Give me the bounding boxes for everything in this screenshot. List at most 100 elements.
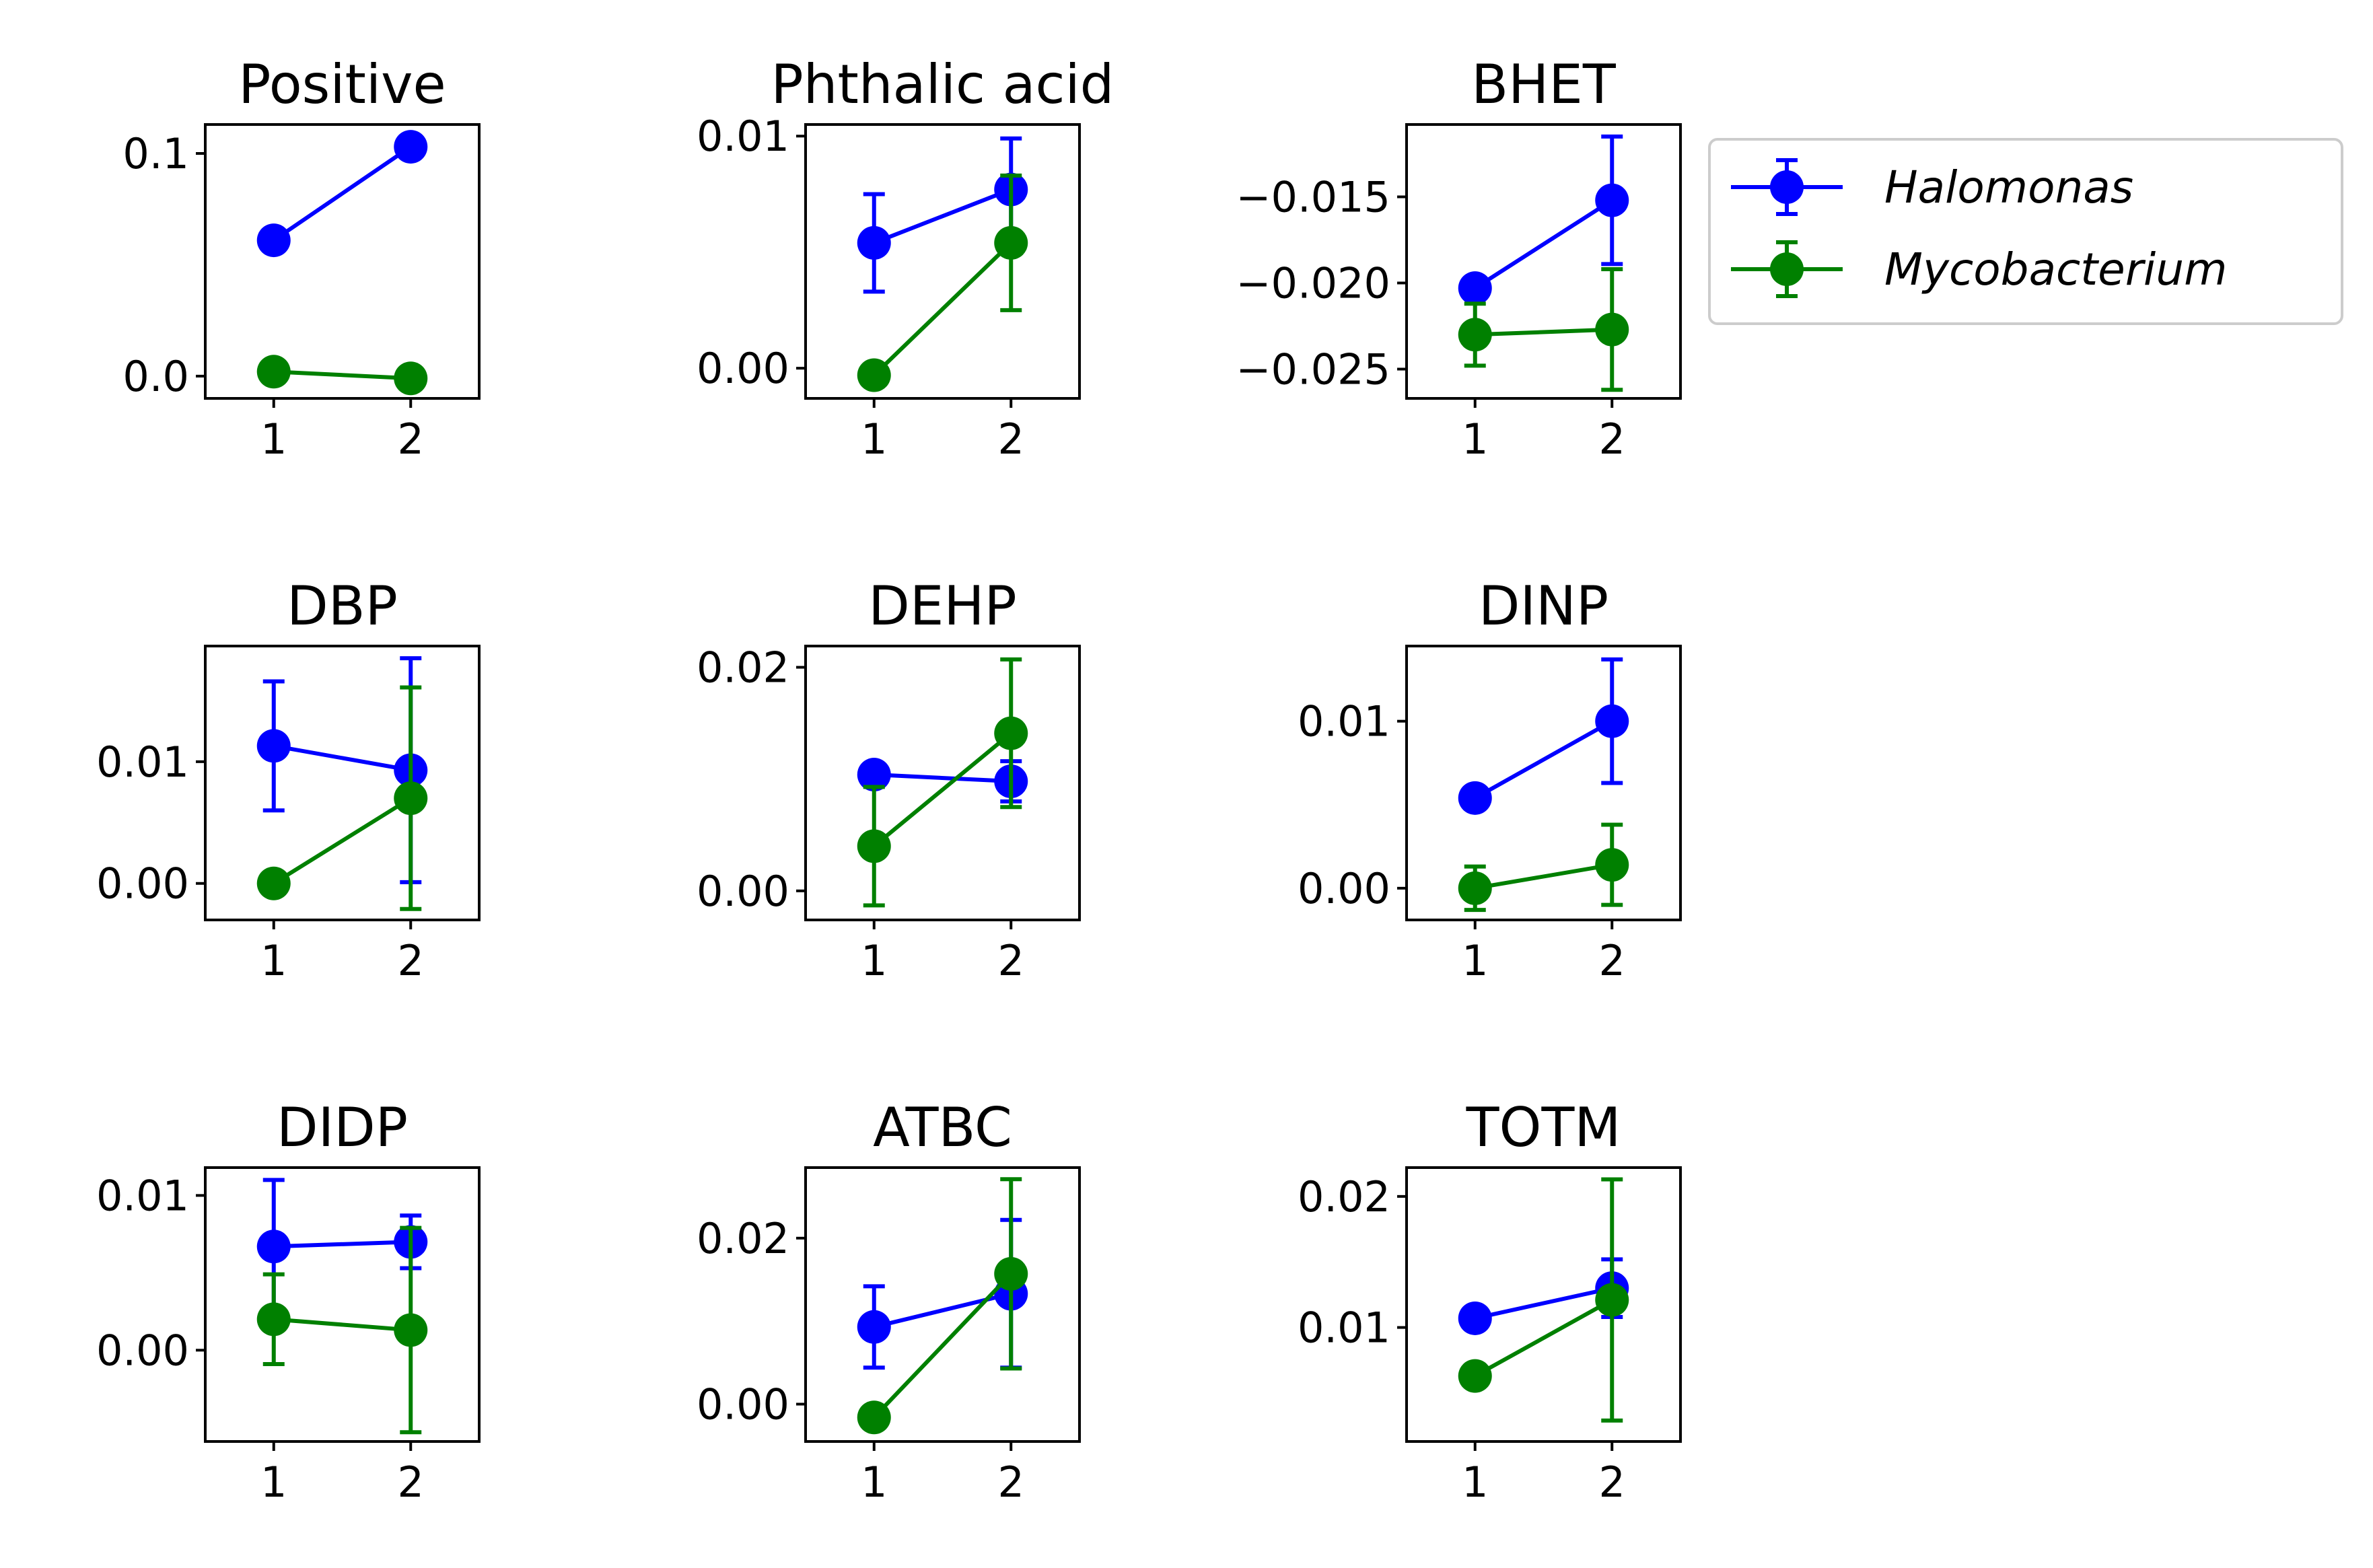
panel-title: Positive xyxy=(238,53,446,116)
panel-4: DEHP 0.00 0.02 1 2 xyxy=(697,575,1081,985)
y-tick-label: 0.01 xyxy=(697,112,789,161)
data-point xyxy=(256,729,291,763)
data-point xyxy=(1458,871,1492,905)
y-tick-label: 0.00 xyxy=(697,867,789,916)
series-mycobacterium xyxy=(256,685,428,911)
data-point xyxy=(1458,271,1492,306)
series-line xyxy=(1474,719,1613,800)
x-tick-label: 1 xyxy=(1462,1458,1488,1507)
x-tick-label: 2 xyxy=(998,936,1024,985)
y-tick-label: 0.01 xyxy=(1298,1304,1390,1353)
x-tick-label: 1 xyxy=(861,936,887,985)
data-point xyxy=(1595,1283,1629,1317)
series-mycobacterium xyxy=(857,1177,1028,1435)
panel-6: DIDP 0.00 0.01 1 2 xyxy=(96,1096,481,1507)
series-line xyxy=(273,796,412,886)
x-tick-label: 2 xyxy=(1599,936,1625,985)
axes-frame xyxy=(1405,123,1682,400)
series-line xyxy=(273,1317,411,1332)
data-point xyxy=(1595,704,1629,738)
x-tick-label: 2 xyxy=(398,936,424,985)
panel-2: BHET −0.015 −0.020 −0.025 1 2 xyxy=(1236,53,1682,464)
axes-frame xyxy=(804,645,1081,921)
y-tick-label: −0.020 xyxy=(1236,258,1390,308)
data-point xyxy=(256,866,291,900)
series-line xyxy=(1474,1298,1613,1378)
data-point xyxy=(857,358,891,392)
legend-label: Mycobacterium xyxy=(1884,244,2227,295)
data-point xyxy=(256,1230,291,1264)
data-point xyxy=(1458,318,1492,352)
series-halomonas xyxy=(857,136,1028,294)
data-point xyxy=(1595,312,1629,347)
series-halomonas xyxy=(256,130,428,258)
y-tick-label: 0.02 xyxy=(697,643,789,692)
axes-frame xyxy=(204,645,481,921)
series-line xyxy=(874,773,1012,784)
y-tick-label: 0.00 xyxy=(96,1326,189,1375)
legend: Halomonas Mycobacterium xyxy=(1708,138,2343,325)
y-tick-label: 0.01 xyxy=(96,1171,189,1220)
data-point xyxy=(1595,848,1629,882)
series-line xyxy=(872,241,1013,377)
x-tick-label: 2 xyxy=(998,415,1024,464)
data-point xyxy=(1458,1301,1492,1335)
data-point xyxy=(1458,781,1492,815)
panel-title: TOTM xyxy=(1466,1096,1621,1159)
x-tick-label: 1 xyxy=(1462,936,1488,985)
panel-title: Phthalic acid xyxy=(771,53,1114,116)
data-point xyxy=(256,355,291,389)
series-mycobacterium xyxy=(1458,267,1629,392)
series-line xyxy=(872,732,1013,848)
panel-title: BHET xyxy=(1471,53,1617,116)
y-tick-label: 0.00 xyxy=(1298,864,1390,913)
series-mycobacterium xyxy=(256,355,428,396)
data-point xyxy=(857,829,891,863)
data-point xyxy=(394,781,428,816)
data-point xyxy=(994,225,1028,260)
axes-frame xyxy=(804,123,1081,400)
axes-frame xyxy=(204,1166,481,1443)
x-tick-label: 1 xyxy=(861,1458,887,1507)
series-line xyxy=(1475,863,1613,890)
series-halomonas xyxy=(256,1178,428,1316)
series-mycobacterium xyxy=(1458,822,1629,913)
x-tick-label: 2 xyxy=(1599,415,1625,464)
legend-box xyxy=(1708,138,2343,325)
data-point xyxy=(857,758,891,792)
x-tick-label: 2 xyxy=(998,1458,1024,1507)
series-line xyxy=(872,1272,1013,1419)
axes-frame xyxy=(1405,645,1682,921)
axes-frame xyxy=(1405,1166,1682,1443)
y-tick-label: 0.0 xyxy=(122,352,189,401)
series-line xyxy=(273,369,411,381)
panel-title: DIDP xyxy=(277,1096,408,1159)
legend-item-halomonas: Halomonas xyxy=(1731,158,2133,216)
series-line xyxy=(273,744,411,773)
x-tick-label: 2 xyxy=(398,415,424,464)
series-mycobacterium xyxy=(857,657,1028,908)
data-point xyxy=(394,361,428,396)
x-tick-label: 1 xyxy=(260,1458,287,1507)
panel-title: DINP xyxy=(1479,575,1608,637)
axes-frame xyxy=(804,1166,1081,1443)
data-point xyxy=(256,1302,291,1337)
data-point xyxy=(857,225,891,260)
panel-3: DBP 0.00 0.01 1 2 xyxy=(96,575,481,985)
data-point xyxy=(994,716,1028,750)
data-point xyxy=(256,223,291,258)
series-halomonas xyxy=(857,758,1028,804)
panel-8: TOTM 0.01 0.02 1 2 xyxy=(1298,1096,1682,1507)
panel-5: DINP 0.00 0.01 1 2 xyxy=(1298,575,1682,985)
y-tick-label: 0.02 xyxy=(697,1214,789,1263)
legend-item-mycobacterium: Mycobacterium xyxy=(1731,240,2227,298)
x-tick-label: 1 xyxy=(260,936,287,985)
y-tick-label: 0.00 xyxy=(96,859,189,908)
x-tick-label: 2 xyxy=(398,1458,424,1507)
series-mycobacterium xyxy=(1458,1177,1629,1423)
data-point xyxy=(857,1400,891,1435)
panel-0: Positive 0.0 0.1 1 2 xyxy=(122,53,481,464)
panel-title: DEHP xyxy=(868,575,1017,637)
